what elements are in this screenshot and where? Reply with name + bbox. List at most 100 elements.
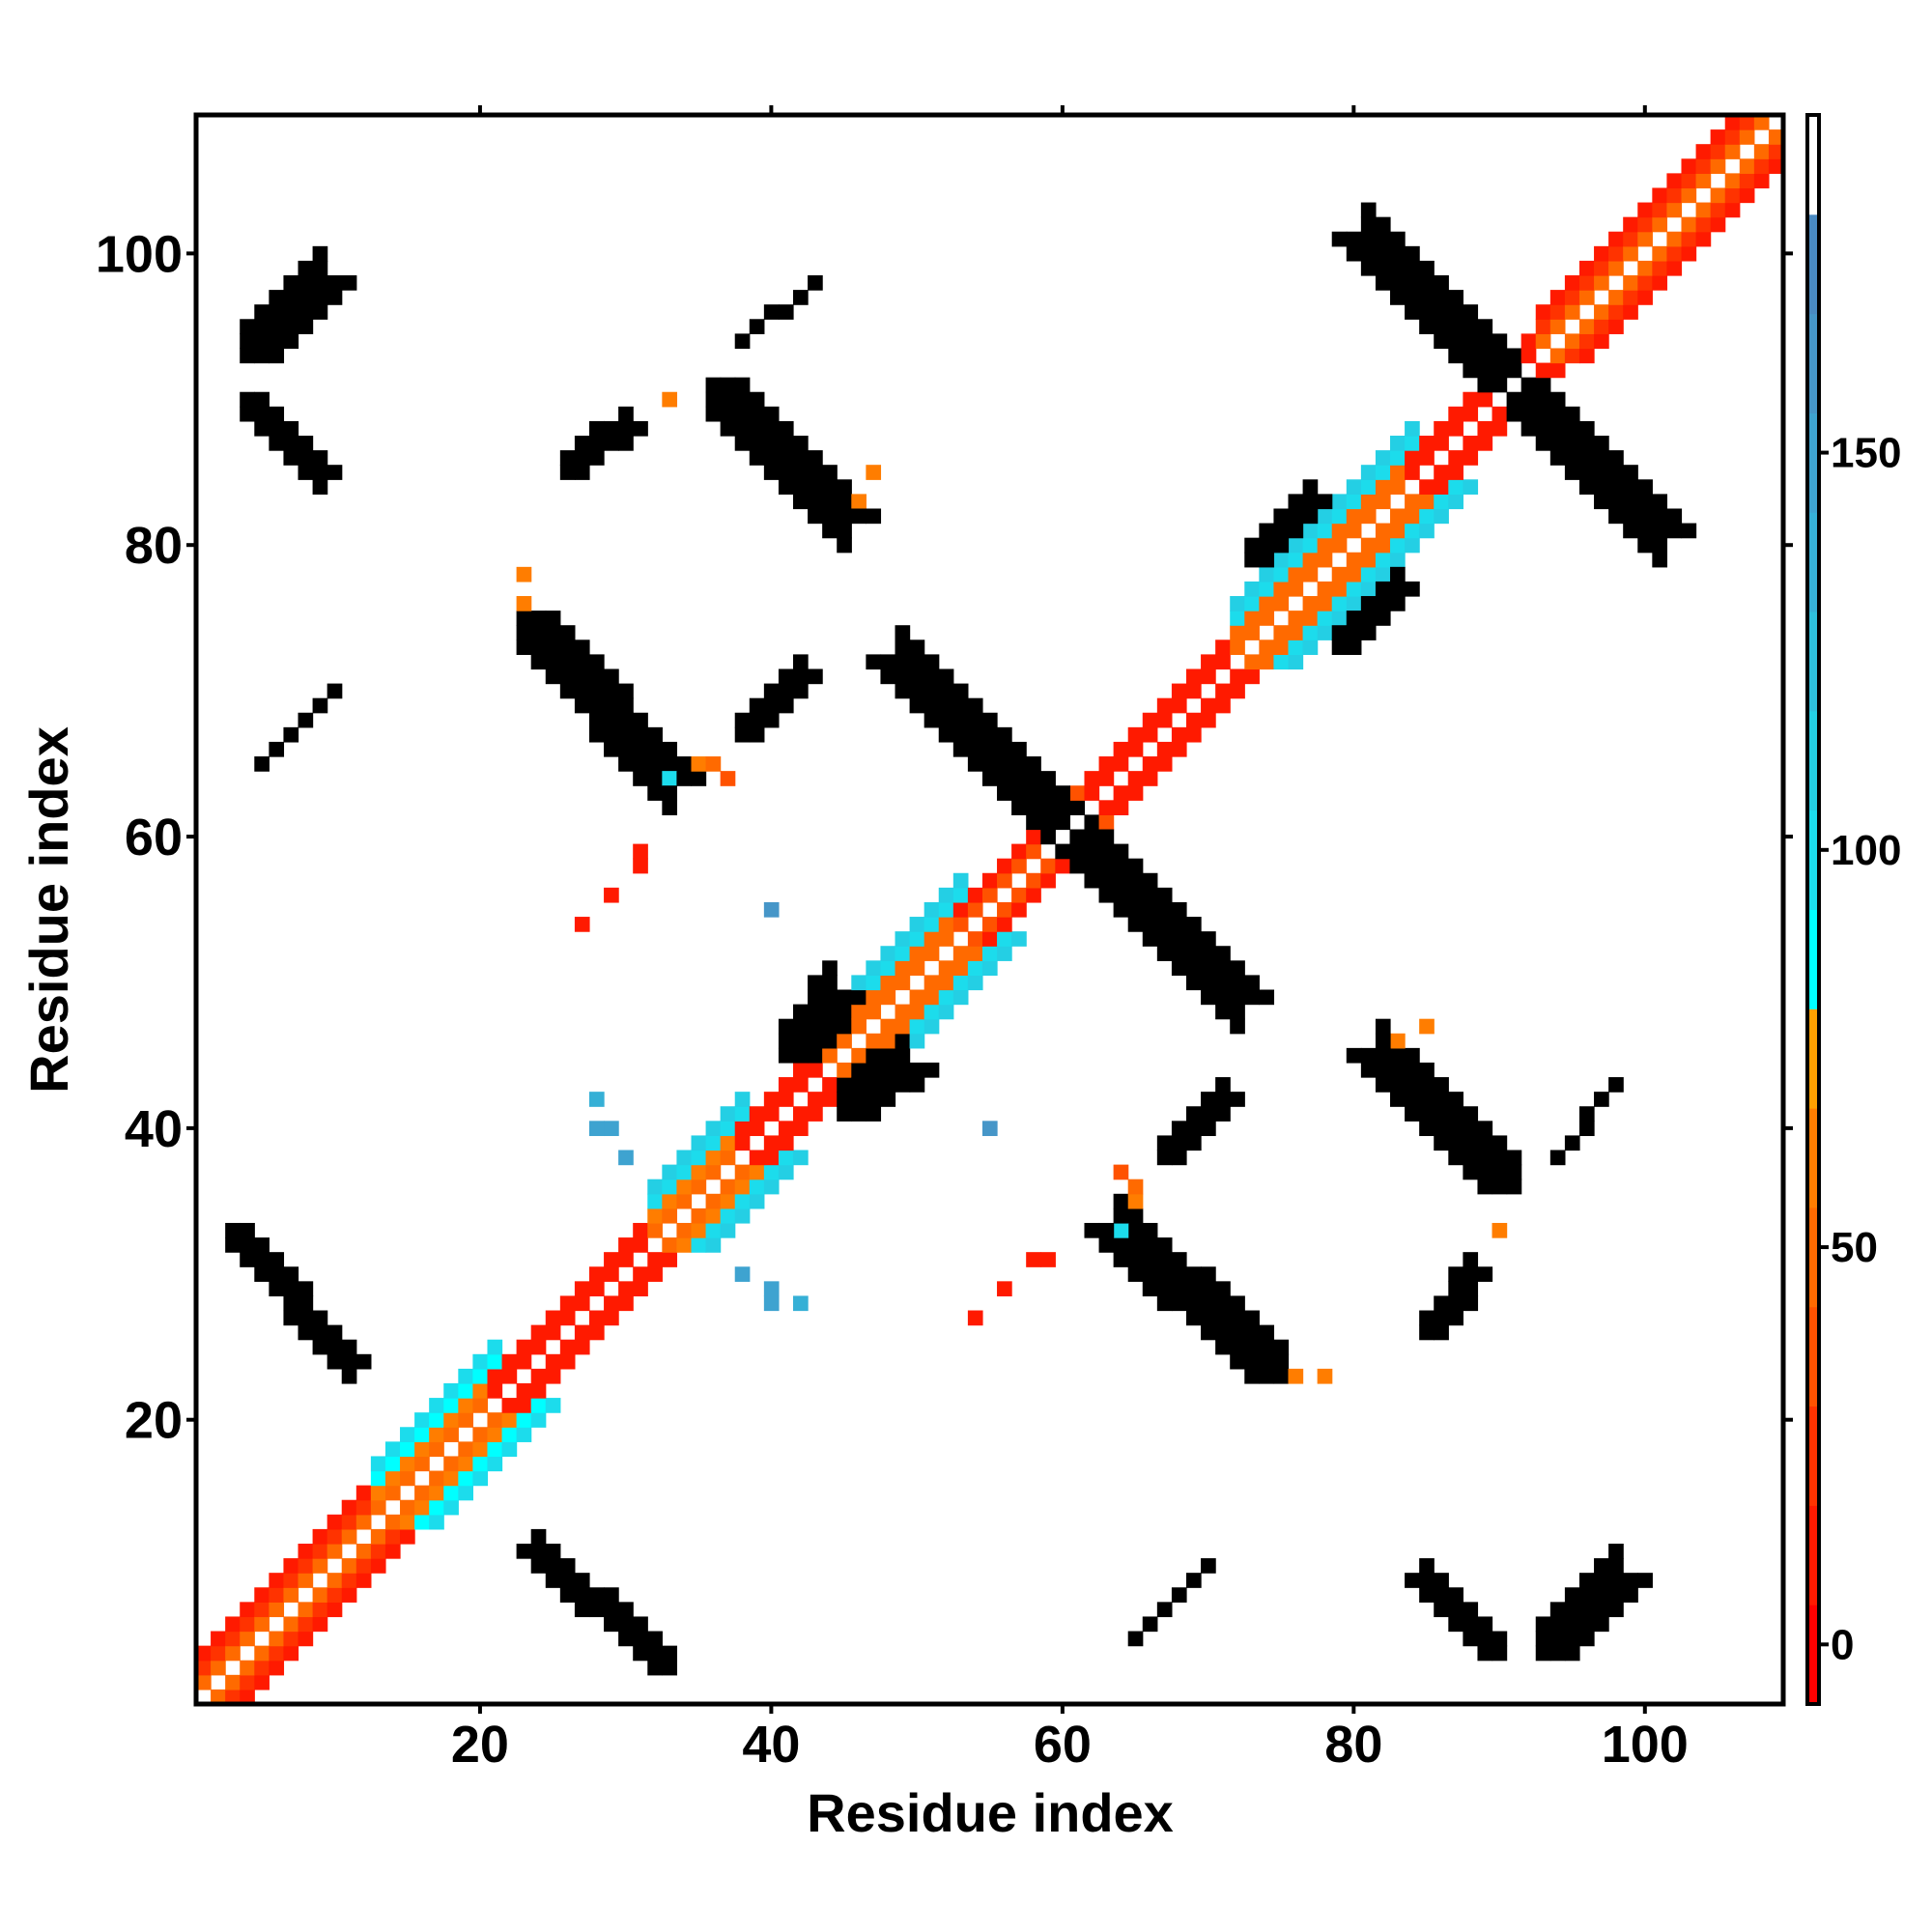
heatmap-cell <box>1360 202 1377 218</box>
heatmap-cell <box>808 479 823 495</box>
heatmap-cell <box>1768 144 1784 159</box>
heatmap-cell <box>1259 1339 1275 1355</box>
heatmap-cell <box>530 1324 547 1341</box>
heatmap-cell <box>1492 1135 1508 1151</box>
heatmap-cell <box>254 1645 270 1662</box>
heatmap-cell <box>1288 581 1304 597</box>
heatmap-cell <box>1492 1150 1508 1166</box>
heatmap-cell <box>1201 1558 1216 1574</box>
heatmap-cell <box>662 756 678 772</box>
heatmap-cell <box>1331 639 1348 655</box>
heatmap-cell <box>1608 1587 1624 1603</box>
heatmap-cell <box>269 1587 285 1603</box>
heatmap-cell <box>1578 1602 1595 1618</box>
heatmap-cell <box>1098 843 1115 860</box>
heatmap-cell <box>1331 537 1348 554</box>
heatmap-cell <box>1011 771 1027 786</box>
heatmap-cell <box>851 975 867 991</box>
heatmap-cell <box>1434 1324 1449 1341</box>
heatmap-cell <box>895 931 911 947</box>
heatmap-cell <box>414 1499 430 1516</box>
heatmap-cell <box>895 1033 911 1049</box>
heatmap-cell <box>588 712 605 728</box>
heatmap-cell <box>429 1470 444 1487</box>
heatmap-cell <box>1463 304 1479 320</box>
heatmap-cell <box>923 654 940 670</box>
heatmap-cell <box>1346 596 1362 611</box>
heatmap-cell <box>254 420 270 437</box>
heatmap-cell <box>1419 1558 1435 1574</box>
heatmap-cell <box>866 989 882 1006</box>
heatmap-cell <box>1113 1237 1129 1253</box>
heatmap-cell <box>778 1092 794 1107</box>
heatmap-cell <box>1492 1164 1508 1180</box>
heatmap-cell <box>1375 1077 1391 1093</box>
heatmap-cell <box>1011 858 1027 874</box>
heatmap-cell <box>952 901 969 918</box>
heatmap-cell <box>1098 1237 1115 1253</box>
heatmap-cell <box>196 1660 212 1676</box>
heatmap-cell <box>516 1398 532 1413</box>
heatmap-cell <box>1448 406 1463 422</box>
heatmap-cell <box>720 1208 736 1224</box>
heatmap-cell <box>1215 697 1231 714</box>
heatmap-cell <box>837 1092 852 1107</box>
heatmap-cell <box>1127 771 1144 786</box>
heatmap-cell <box>1142 887 1158 903</box>
heatmap-cell <box>1695 216 1712 233</box>
heatmap-cell <box>283 726 299 743</box>
heatmap-cell <box>1549 319 1566 334</box>
heatmap-cell <box>240 1616 255 1633</box>
heatmap-cell <box>312 479 328 495</box>
heatmap-cell <box>458 1456 473 1472</box>
heatmap-cell <box>997 1281 1012 1297</box>
heatmap-cell <box>1288 494 1304 510</box>
colorbar-band <box>1807 1009 1819 1109</box>
heatmap-cell <box>1259 566 1275 582</box>
heatmap-cell <box>1681 187 1697 204</box>
heatmap-cell <box>1564 275 1580 291</box>
heatmap-cell <box>1230 683 1245 699</box>
heatmap-cell <box>1215 1077 1231 1093</box>
heatmap-cell <box>269 290 285 305</box>
heatmap-cell <box>501 1441 518 1458</box>
heatmap-cell <box>997 872 1012 889</box>
heatmap-cell <box>1492 1645 1508 1662</box>
heatmap-cell <box>384 1441 401 1458</box>
heatmap-cell <box>1405 465 1420 480</box>
heatmap-cell <box>1171 1281 1187 1297</box>
heatmap-cell <box>1215 1310 1231 1326</box>
heatmap-cell <box>1448 420 1463 437</box>
heatmap-cell <box>1434 333 1449 350</box>
heatmap-cell <box>923 901 940 918</box>
heatmap-cell <box>240 1222 255 1238</box>
heatmap-cell <box>793 465 809 480</box>
heatmap-cell <box>923 683 940 699</box>
heatmap-cell <box>1288 625 1304 640</box>
heatmap-cell <box>516 611 532 626</box>
heatmap-cell <box>1506 391 1522 408</box>
heatmap-cell <box>1594 319 1609 334</box>
heatmap-cell <box>1375 494 1391 510</box>
heatmap-cell <box>1273 566 1290 582</box>
heatmap-cell <box>1564 1602 1580 1618</box>
heatmap-cell <box>1608 260 1624 276</box>
heatmap-cell <box>1608 1543 1624 1559</box>
heatmap-cell <box>837 1033 852 1049</box>
heatmap-cell <box>1549 348 1566 364</box>
heatmap-cell <box>370 1499 386 1516</box>
heatmap-cell <box>1506 348 1522 364</box>
heatmap-cell <box>1142 1222 1158 1238</box>
heatmap-cell <box>1288 523 1304 539</box>
heatmap-cell <box>1564 420 1580 437</box>
heatmap-cell <box>1346 231 1362 247</box>
heatmap-cell <box>604 683 619 699</box>
heatmap-cell <box>588 683 605 699</box>
heatmap-cell <box>1594 436 1609 451</box>
heatmap-cell <box>1360 216 1377 233</box>
colorbar-band <box>1807 1605 1819 1705</box>
heatmap-cell <box>1608 450 1624 466</box>
heatmap-cell <box>633 756 648 772</box>
heatmap-cell <box>633 420 648 437</box>
colorbar-band <box>1807 909 1819 1009</box>
